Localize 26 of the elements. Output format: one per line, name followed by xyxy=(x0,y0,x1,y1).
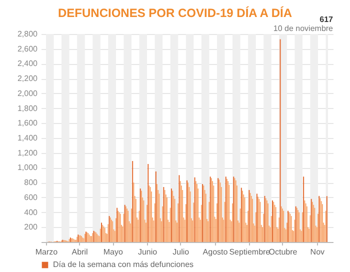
y-tick-label: 2,200 xyxy=(17,74,38,84)
y-tick-label: 1,600 xyxy=(17,118,38,128)
y-tick-label: 400 xyxy=(24,208,38,217)
chart-title: DEFUNCIONES POR COVID-19 DÍA A DÍA xyxy=(58,6,292,20)
y-tick-label: 2,000 xyxy=(17,88,38,98)
x-tick-label: Agosto xyxy=(202,248,228,256)
x-tick-label: Abril xyxy=(72,248,88,256)
x-tick-label: Nov xyxy=(310,248,325,256)
x-tick-label: Junio xyxy=(138,248,158,256)
x-tick-label: Octubre xyxy=(268,248,298,256)
x-tick-label: Mayo xyxy=(103,248,124,256)
y-tick-label: 1,000 xyxy=(17,163,38,172)
y-tick-label: 1,800 xyxy=(17,104,38,113)
text: 10 de noviembre xyxy=(273,24,334,33)
text: 617 xyxy=(320,15,334,24)
legend-label: Día de la semana con más defunciones xyxy=(53,260,194,269)
y-tick-label: 2,800 xyxy=(17,30,38,38)
x-tick-label: Marzo xyxy=(35,248,58,256)
y-tick-label: 2,400 xyxy=(17,59,38,68)
y-tick-label: 1,200 xyxy=(17,148,38,158)
x-tick-label: Julio xyxy=(172,248,190,256)
y-tick-label: 1,400 xyxy=(17,134,38,142)
y-tick-label: 600 xyxy=(24,192,38,202)
y-tick-label: 200 xyxy=(24,222,38,232)
y-tick-label: 800 xyxy=(24,178,38,188)
y-tick-label: 2,600 xyxy=(17,44,38,54)
